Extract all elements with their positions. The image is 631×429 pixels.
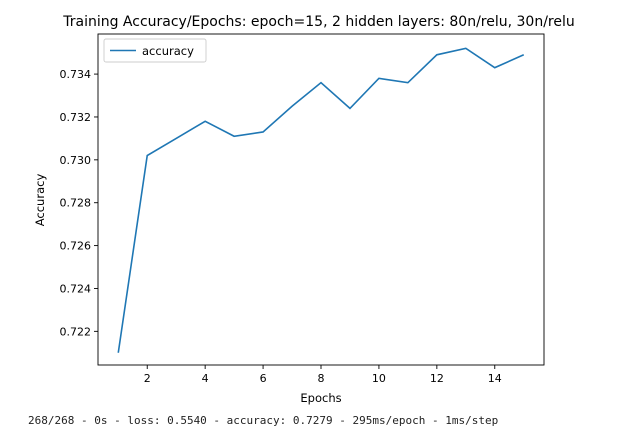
x-tick-label: 12: [430, 372, 444, 385]
y-tick-label: 0.728: [60, 197, 92, 210]
x-tick-label: 10: [372, 372, 386, 385]
x-tick-label: 6: [260, 372, 267, 385]
x-tick-label: 8: [318, 372, 325, 385]
legend-label: accuracy: [142, 44, 194, 58]
legend: accuracy: [103, 38, 207, 63]
y-tick-label: 0.722: [60, 325, 92, 338]
y-tick-label: 0.730: [60, 154, 92, 167]
y-tick-label: 0.734: [60, 68, 92, 81]
y-tick-label: 0.732: [60, 111, 92, 124]
x-tick-label: 14: [488, 372, 502, 385]
training-log-output: 268/268 - 0s - loss: 0.5540 - accuracy: …: [28, 414, 499, 427]
y-tick-label: 0.724: [60, 282, 92, 295]
x-tick-label: 2: [144, 372, 151, 385]
y-axis-label: Accuracy: [33, 174, 47, 227]
x-axis-label: Epochs: [300, 391, 341, 405]
legend-box: [103, 38, 207, 63]
y-tick-label: 0.726: [60, 240, 92, 253]
x-tick-label: 4: [202, 372, 209, 385]
accuracy-line: [117, 47, 525, 353]
chart-title: Training Accuracy/Epochs: epoch=15, 2 hi…: [62, 14, 575, 30]
accuracy-chart: Training Accuracy/Epochs: epoch=15, 2 hi…: [33, 14, 575, 405]
y-axis: 0.722 0.724 0.726 0.728 0.730 0.732 0.734: [60, 68, 98, 338]
x-axis: 2 4 6 8 10 12 14: [144, 365, 502, 385]
